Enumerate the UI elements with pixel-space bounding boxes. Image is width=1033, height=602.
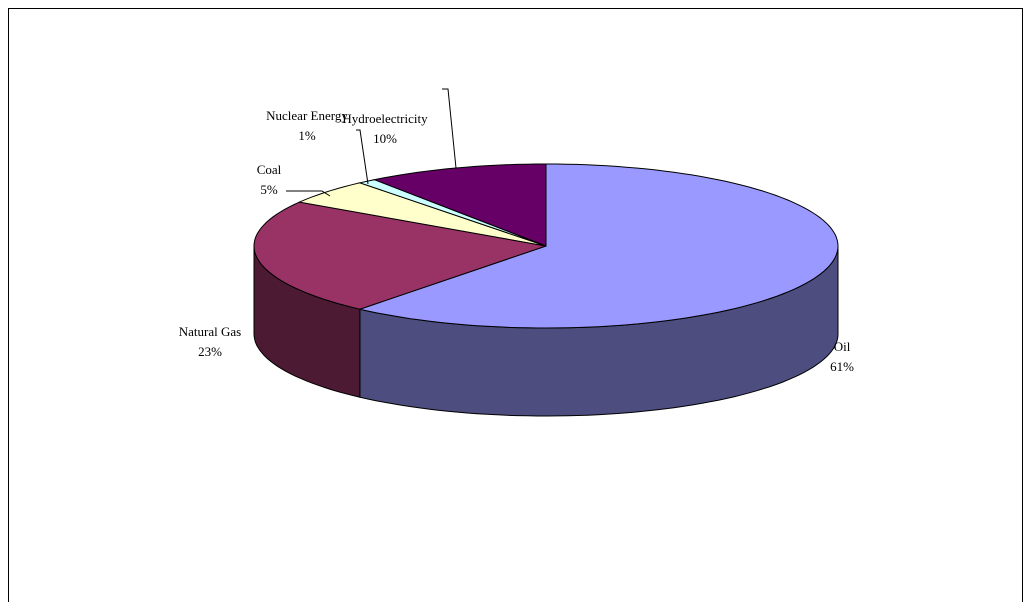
slice-label: Hydroelectricity — [342, 111, 428, 126]
leader-line — [356, 129, 369, 185]
pie-labels: Oil 61% Natural Gas 23% Coal 5% Nuclear Energy… — [179, 88, 854, 374]
leader-line — [286, 190, 331, 197]
leader-line — [442, 88, 457, 169]
slice — [297, 182, 547, 247]
slice-value-label: 61% — [830, 359, 854, 374]
slice — [253, 201, 547, 310]
slice-value-label: 23% — [198, 344, 222, 359]
chart-frame — [8, 8, 1023, 602]
slice-value-label: 1% — [298, 128, 316, 143]
slice-label: Oil — [834, 339, 851, 354]
slice-label: Nuclear Energy — [266, 108, 348, 123]
pie-tops — [253, 163, 839, 329]
slice-value-label: 5% — [260, 182, 278, 197]
slice-label: Natural Gas — [179, 324, 241, 339]
slice-value-label: 10% — [373, 131, 397, 146]
slice — [358, 163, 839, 329]
slice-label: Coal — [257, 162, 282, 177]
